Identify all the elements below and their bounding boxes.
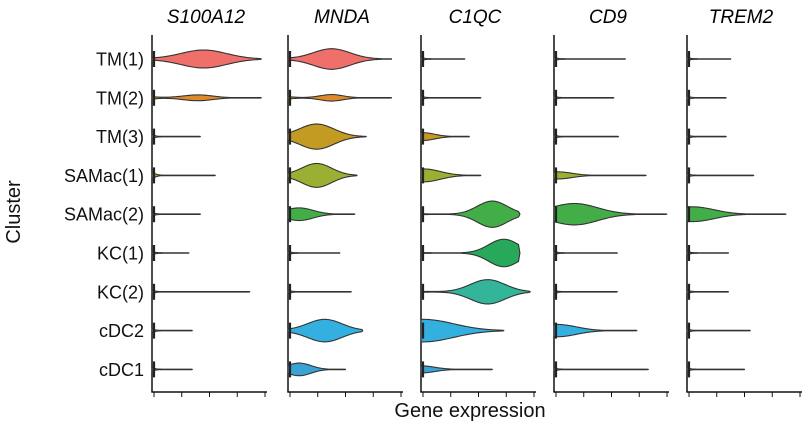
cluster-label-kc-2: KC(2) (97, 282, 144, 302)
violin-cd9-kc-2 (553, 289, 618, 295)
gene-title-mnda: MNDA (314, 7, 370, 28)
violin-mnda-samac-1 (287, 162, 358, 188)
violin-cd9-cdc1 (553, 367, 649, 372)
x-axis-title: Gene expression (394, 400, 545, 422)
violin-c1qc-tm-2 (420, 95, 482, 101)
violin-trem2-tm-1 (686, 56, 732, 62)
cluster-label-tm-3: TM(3) (96, 127, 144, 147)
violin-s100a12-tm-1 (151, 49, 262, 69)
panel-s100a12: S100A12 (151, 7, 267, 397)
panel-trem2: TREM2 (686, 7, 802, 397)
violin-trem2-kc-1 (686, 250, 729, 256)
violin-mnda-tm-2 (287, 94, 393, 102)
violin-c1qc-cdc2 (420, 318, 505, 343)
violin-trem2-cdc1 (686, 367, 746, 372)
cluster-labels: TM(1) TM(2) TM(3) SAMac(1) SAMac(2) KC(1) KC(2… (64, 50, 144, 380)
violin-mnda-kc-1 (287, 250, 341, 256)
violin-cd9-tm-2 (553, 95, 615, 101)
cluster-label-samac-1: SAMac(1) (64, 166, 144, 186)
violin-s100a12-samac-1 (151, 172, 216, 179)
cluster-label-tm-1: TM(1) (96, 50, 144, 70)
violin-cd9-tm-1 (553, 56, 626, 62)
violin-c1qc-tm-1 (420, 56, 466, 62)
cluster-label-samac-2: SAMac(2) (64, 205, 144, 225)
violin-cd9-cdc2 (553, 323, 638, 338)
violin-s100a12-kc-2 (151, 289, 251, 295)
panel-c1qc: C1QC (420, 7, 536, 397)
violin-s100a12-tm-3 (151, 133, 201, 140)
violin-trem2-tm-3 (686, 134, 727, 139)
violin-mnda-tm-3 (287, 123, 367, 150)
violin-mnda-samac-2 (287, 207, 356, 222)
violin-s100a12-samac-2 (151, 211, 201, 217)
violin-s100a12-cdc2 (151, 327, 193, 334)
cluster-label-cdc1: cDC1 (99, 360, 144, 380)
violin-c1qc-kc-1 (420, 238, 521, 268)
violin-trem2-tm-2 (686, 95, 727, 101)
panel-mnda: MNDA (287, 7, 403, 397)
gene-title-cd9: CD9 (589, 7, 627, 28)
violin-mnda-cdc2 (287, 318, 364, 343)
violin-c1qc-cdc1 (420, 365, 493, 374)
violin-s100a12-kc-1 (151, 250, 190, 256)
violin-c1qc-samac-2 (420, 200, 521, 228)
violin-trem2-kc-2 (686, 289, 729, 295)
gene-title-s100a12: S100A12 (167, 7, 246, 28)
violin-cd9-samac-2 (553, 202, 668, 226)
gene-title-trem2: TREM2 (709, 7, 774, 28)
violin-trem2-samac-1 (686, 173, 755, 178)
violin-mnda-cdc1 (287, 362, 347, 377)
y-axis-title: Cluster (3, 180, 25, 244)
violin-cd9-kc-1 (553, 250, 618, 256)
cluster-label-kc-1: KC(1) (97, 244, 144, 264)
violin-trem2-cdc2 (686, 328, 751, 333)
violin-mnda-tm-1 (287, 48, 393, 70)
violin-c1qc-tm-3 (420, 132, 470, 142)
violin-c1qc-samac-1 (420, 168, 482, 183)
violin-mnda-kc-2 (287, 289, 352, 295)
cluster-label-tm-2: TM(2) (96, 88, 144, 108)
violin-s100a12-cdc1 (151, 367, 193, 372)
cluster-label-cdc2: cDC2 (99, 321, 144, 341)
violin-trem2-samac-2 (686, 206, 787, 223)
violin-cd9-samac-1 (553, 171, 647, 180)
violin-cd9-tm-3 (553, 134, 619, 139)
panel-cd9: CD9 (553, 7, 669, 397)
violin-s100a12-tm-2 (151, 94, 262, 102)
gene-title-c1qc: C1QC (449, 7, 502, 28)
gene-panels: S100A12 MNDA C1QC CD9 TREM2 (151, 7, 802, 397)
violin-c1qc-kc-2 (420, 279, 531, 305)
